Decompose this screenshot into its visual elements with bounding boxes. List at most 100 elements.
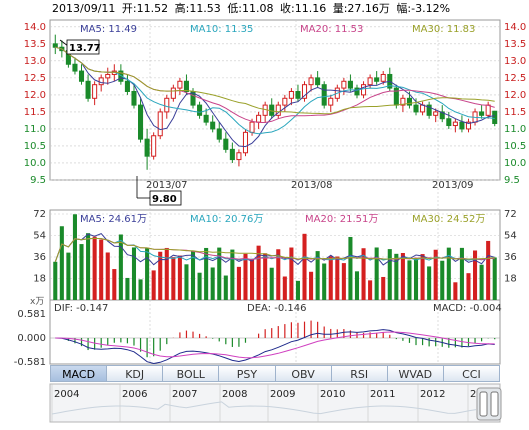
timeline-overview-line bbox=[51, 401, 477, 415]
volume-bar bbox=[158, 251, 163, 300]
candle-body bbox=[446, 118, 452, 127]
candle-body bbox=[256, 114, 262, 123]
candle-body bbox=[85, 80, 91, 99]
volume-legend-ma30: MA30: 24.52万 bbox=[412, 214, 485, 225]
volume-bar bbox=[387, 249, 392, 300]
x-label-aug: 2013/08 bbox=[291, 180, 333, 191]
volume-bar bbox=[440, 260, 445, 300]
volume-tick-right: 18 bbox=[504, 274, 517, 285]
volume-bar bbox=[125, 277, 130, 300]
volume-bar bbox=[66, 252, 71, 300]
volume-bar bbox=[335, 256, 340, 300]
candle-body bbox=[197, 104, 203, 116]
volume-ma-lines bbox=[54, 233, 495, 266]
candle-body bbox=[229, 148, 235, 161]
macd-tick-left: -0.581 bbox=[14, 357, 46, 368]
candle-body bbox=[347, 80, 353, 89]
volume-bar bbox=[118, 234, 123, 300]
price-legend-ma10: MA10: 11.35 bbox=[190, 24, 253, 35]
volume-tick-left: 18 bbox=[33, 274, 46, 285]
tab-rsi[interactable]: RSI bbox=[331, 365, 388, 382]
candle-body bbox=[328, 97, 334, 106]
candle-body bbox=[492, 110, 498, 124]
volume-bar bbox=[466, 273, 471, 300]
price-tick-right: 9.5 bbox=[504, 175, 520, 186]
volume-tick-right: 72 bbox=[504, 209, 517, 220]
timeline-year-label: 2009 bbox=[270, 389, 295, 400]
price-tick-right: 10.0 bbox=[504, 158, 526, 169]
candle-body bbox=[216, 128, 222, 140]
volume-bar bbox=[361, 248, 366, 300]
low-marker-box bbox=[149, 190, 182, 206]
header-high: 高:11.53 bbox=[175, 1, 221, 15]
candle-body bbox=[282, 97, 288, 106]
volume-bar bbox=[269, 267, 274, 300]
candle-body bbox=[354, 87, 360, 96]
timeline-strip[interactable] bbox=[49, 383, 501, 423]
candle-body bbox=[308, 77, 314, 86]
volume-bar bbox=[177, 255, 182, 300]
price-ma30-line bbox=[55, 46, 495, 115]
volume-bar bbox=[256, 245, 261, 300]
volume-bar bbox=[145, 248, 150, 300]
volume-bar bbox=[479, 264, 484, 300]
tab-kdj[interactable]: KDJ bbox=[107, 365, 164, 382]
candle-body bbox=[78, 70, 85, 82]
price-tick-right: 13.0 bbox=[504, 56, 526, 67]
volume-bar bbox=[374, 247, 379, 300]
volume-bar bbox=[217, 247, 222, 300]
grid-lines bbox=[50, 20, 500, 364]
candle-body bbox=[406, 97, 412, 106]
volume-bar bbox=[79, 244, 84, 300]
candle-body bbox=[301, 84, 308, 99]
tab-boll[interactable]: BOLL bbox=[163, 365, 220, 382]
volume-bar bbox=[197, 272, 202, 300]
volume-bar bbox=[486, 240, 491, 300]
price-tick-left: 11.5 bbox=[24, 107, 46, 118]
timeline-year-label: 2011 bbox=[370, 389, 395, 400]
header-volume: 量:27.16万 bbox=[333, 2, 390, 15]
macd-dif-line bbox=[55, 329, 495, 365]
price-ma10-line bbox=[55, 46, 495, 135]
price-axis: 14.0 14.0 13.5 13.5 13.0 13.0 12.5 12.5 12.0 12.0… bbox=[24, 22, 527, 186]
volume-axis: 72 72 54 54 36 36 18 18 bbox=[33, 209, 516, 285]
price-ma-lines bbox=[55, 46, 495, 148]
price-tick-left: 14.0 bbox=[24, 22, 46, 33]
candle-body bbox=[105, 73, 111, 79]
candle-body bbox=[92, 84, 98, 99]
timeline-right-handle[interactable] bbox=[490, 391, 499, 417]
volume-bar bbox=[368, 280, 373, 300]
timeline-left-handle[interactable] bbox=[479, 391, 488, 417]
price-tick-left: 13.5 bbox=[24, 39, 46, 50]
volume-bar bbox=[341, 263, 346, 300]
candle-body bbox=[118, 70, 124, 82]
tab-obv[interactable]: OBV bbox=[275, 365, 332, 382]
volume-bar bbox=[243, 253, 248, 300]
macd-dea: DEA: -0.146 bbox=[247, 303, 306, 314]
header-change: 幅:-3.12% bbox=[396, 2, 450, 15]
price-tick-left: 10.5 bbox=[24, 141, 46, 152]
price-legend-ma20: MA20: 11.53 bbox=[300, 24, 363, 35]
tab-cci[interactable]: CCI bbox=[443, 365, 500, 382]
volume-bar bbox=[302, 233, 307, 300]
tab-wvad[interactable]: WVAD bbox=[387, 365, 444, 382]
volume-tick-left: 36 bbox=[33, 252, 46, 263]
volume-bar bbox=[151, 270, 156, 300]
volume-ma30-line bbox=[54, 237, 495, 262]
volume-bar bbox=[394, 253, 399, 300]
candle-body bbox=[157, 111, 163, 137]
candle-body bbox=[203, 114, 209, 123]
candle-body bbox=[144, 138, 150, 157]
volume-legend-ma20: MA20: 21.51万 bbox=[305, 214, 378, 225]
tab-psy[interactable]: PSY bbox=[219, 365, 276, 382]
candle-body bbox=[465, 121, 472, 130]
tab-macd[interactable]: MACD bbox=[50, 365, 108, 382]
macd-dif: DIF: -0.147 bbox=[54, 303, 108, 314]
volume-bar bbox=[250, 259, 255, 300]
price-tick-left: 13.0 bbox=[24, 56, 46, 67]
timeline-year-label: 2007 bbox=[172, 389, 197, 400]
candle-body bbox=[98, 77, 104, 86]
candle-body bbox=[341, 80, 347, 89]
volume-bar bbox=[381, 276, 386, 300]
